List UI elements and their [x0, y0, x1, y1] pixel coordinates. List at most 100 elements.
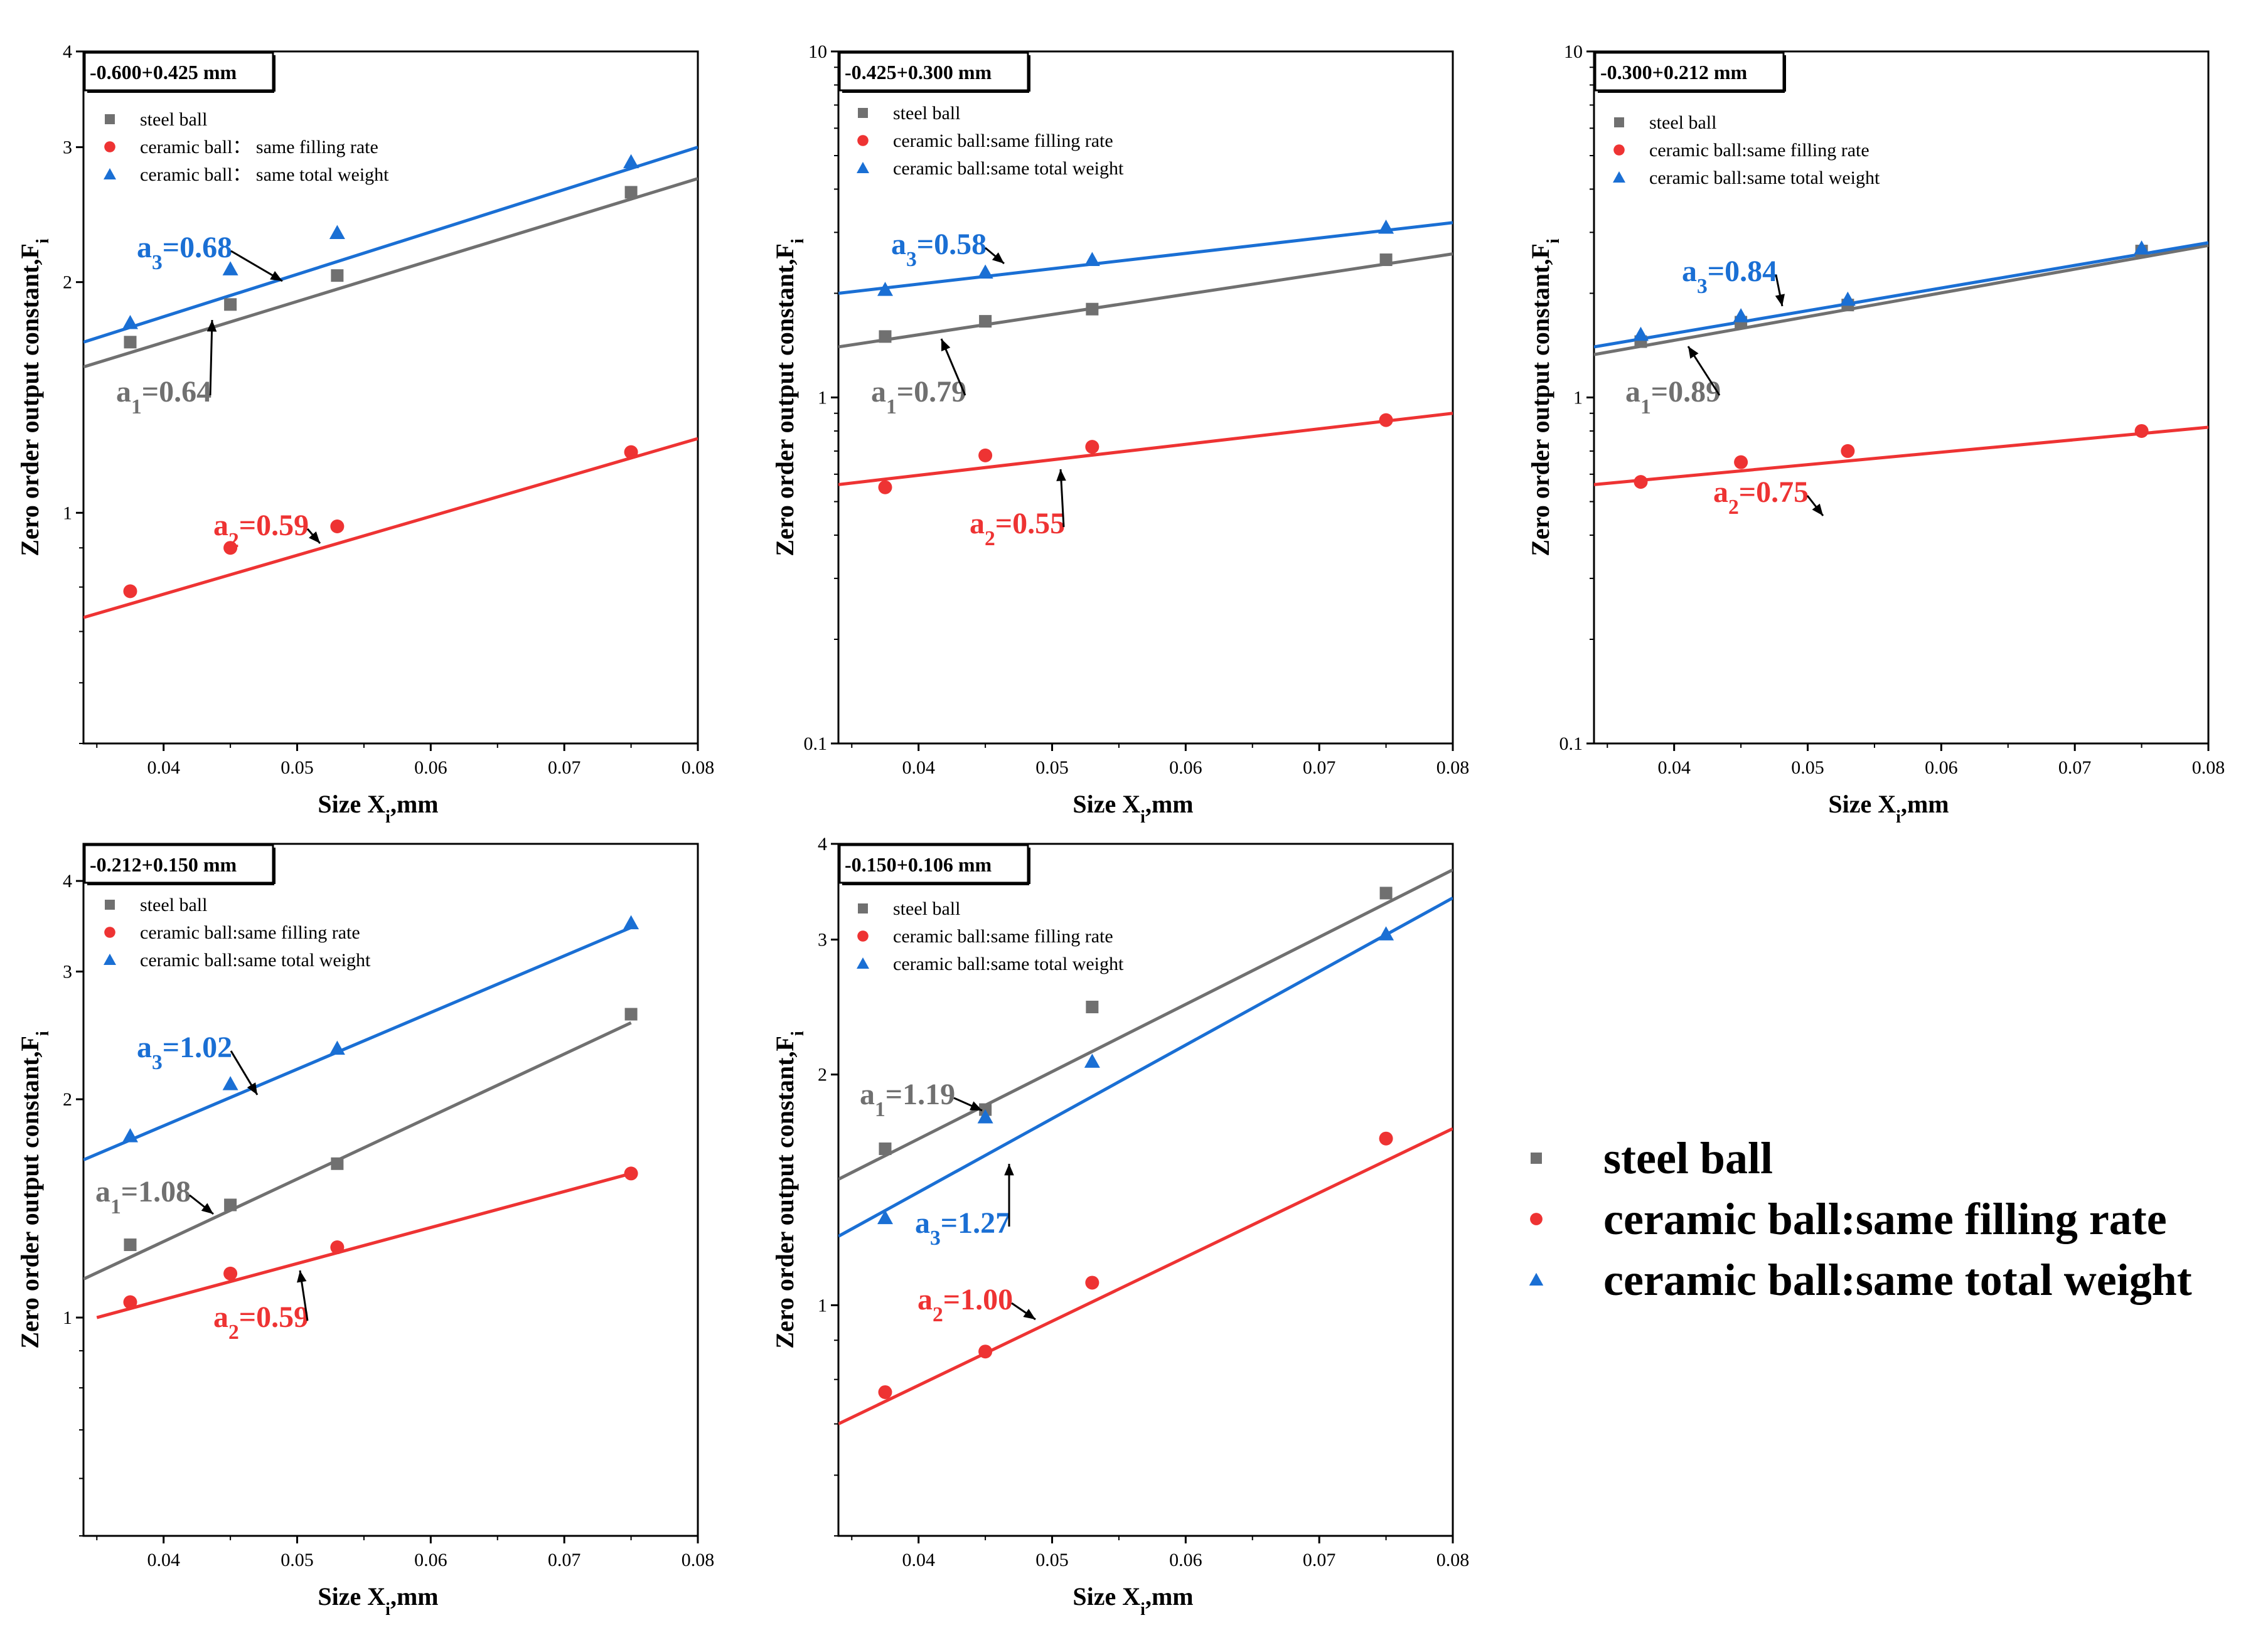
- data-point-weight: [977, 1109, 993, 1124]
- x-axis-label-main: Size X: [1072, 790, 1140, 818]
- data-point-steel: [1086, 1001, 1099, 1014]
- data-point-steel: [624, 186, 638, 199]
- annotation-text-weight: a3=0.58: [891, 228, 987, 271]
- x-tick-label: 0.07: [2058, 757, 2092, 778]
- annotation-text-weight-sub: 3: [906, 248, 917, 271]
- annotation-arrow-head: [1775, 294, 1785, 306]
- x-axis-label-main: Size X: [318, 1582, 385, 1611]
- annotation-text-weight-main: a: [137, 1031, 152, 1064]
- y-tick-label: 1: [1573, 388, 1583, 408]
- data-point-filling: [1841, 444, 1855, 458]
- annotation-steel: a1=0.79: [871, 338, 966, 418]
- data-point-filling: [2134, 423, 2149, 438]
- y-axis-label-main: Zero order output constant,F: [771, 1036, 799, 1349]
- fit-line-steel: [83, 177, 698, 369]
- annotation-arrow-head: [1688, 346, 1699, 359]
- chart-legend: steel ball ceramic ball:same filling rate…: [1613, 112, 1880, 188]
- panel-title: -0.150+0.106 mm: [845, 853, 992, 876]
- figure-legend-marker-filling: [1530, 1213, 1543, 1225]
- x-axis-label: Size Xi,mm: [318, 790, 438, 827]
- annotation-steel: a1=0.89: [1625, 346, 1721, 418]
- legend-marker-steel: [105, 114, 115, 124]
- data-point-filling: [1734, 455, 1748, 469]
- annotation-arrow-head: [1812, 503, 1823, 516]
- legend-marker-weight: [1613, 171, 1625, 183]
- annotation-weight: a3=1.02: [137, 1031, 259, 1095]
- data-point-steel: [224, 298, 237, 311]
- fit-line-weight: [1594, 241, 2208, 349]
- annotation-text-filling-tail: =0.55: [995, 507, 1065, 540]
- fit-line-filling: [96, 1172, 632, 1319]
- legend-label-filling: ceramic ball： same filling rate: [140, 137, 378, 157]
- x-tick-label: 0.04: [902, 757, 935, 778]
- annotation-text-weight: a3=0.84: [1682, 255, 1777, 298]
- x-tick-label: 0.05: [281, 1550, 314, 1570]
- annotation-text-steel-main: a: [95, 1175, 110, 1208]
- data-point-weight: [877, 1210, 893, 1225]
- data-point-weight: [222, 261, 238, 275]
- y-tick-label: 10: [808, 41, 827, 62]
- fit-line-weight: [83, 926, 632, 1161]
- panel-title: -0.600+0.425 mm: [90, 61, 237, 83]
- x-axis-label: Size Xi,mm: [318, 1582, 438, 1619]
- x-axis-label-tail: ,mm: [1145, 790, 1194, 818]
- data-point-weight: [977, 264, 993, 279]
- figure-legend-label-weight: ceramic ball:same total weight: [1603, 1255, 2192, 1305]
- x-axis-label-sub: i: [385, 1600, 390, 1619]
- legend-marker-steel: [1614, 117, 1624, 127]
- fit-line-filling: [838, 412, 1453, 486]
- annotation-text-filling-main: a: [213, 1301, 228, 1334]
- legend-label-steel: steel ball: [1649, 112, 1716, 133]
- figure-legend-marker-steel: [1531, 1153, 1542, 1164]
- x-tick-label: 0.06: [1925, 757, 1958, 778]
- y-axis-label-sub: i: [788, 238, 808, 243]
- annotation-arrow-head: [1023, 1309, 1035, 1319]
- annotation-text-filling-sub: 2: [228, 1321, 239, 1344]
- y-tick-label: 1: [818, 1295, 827, 1316]
- x-axis-label-sub: i: [385, 807, 390, 827]
- legend-label-steel: steel ball: [893, 103, 960, 124]
- data-point-filling: [123, 584, 137, 599]
- y-axis-label-main: Zero order output constant,F: [16, 243, 44, 557]
- annotation-text-filling-tail: =0.59: [239, 1301, 309, 1334]
- annotation-filling: a2=0.75: [1713, 476, 1824, 519]
- x-axis-label-sub: i: [1140, 807, 1145, 827]
- data-point-filling: [978, 448, 993, 462]
- x-axis-label: Size Xi,mm: [1072, 790, 1193, 827]
- figure-legend: steel ball ceramic ball:same filling rate…: [1529, 1133, 2192, 1305]
- annotation-text-steel-tail: =1.08: [121, 1175, 191, 1208]
- annotation-text-weight-main: a: [137, 231, 152, 264]
- x-axis-label-tail: ,mm: [390, 790, 439, 818]
- legend-label-filling: ceramic ball:same filling rate: [1649, 140, 1869, 161]
- data-point-filling: [878, 1385, 892, 1399]
- x-axis-label: Size Xi,mm: [1828, 790, 1949, 827]
- x-axis-label-sub: i: [1140, 1600, 1145, 1619]
- legend-marker-filling: [1613, 144, 1625, 156]
- annotation-text-filling-sub: 2: [933, 1303, 943, 1326]
- x-tick-label: 0.05: [1035, 1550, 1069, 1570]
- legend-marker-steel: [858, 108, 868, 118]
- y-axis-label-sub: i: [788, 1031, 808, 1036]
- legend-marker-filling: [857, 930, 869, 942]
- data-point-filling: [624, 445, 638, 459]
- data-point-weight: [2134, 240, 2150, 255]
- y-tick-label: 3: [63, 962, 72, 983]
- chart-legend: steel ball ceramic ball： same filling rat…: [104, 109, 389, 185]
- y-axis-label-sub: i: [33, 238, 53, 243]
- annotation-text-filling-tail: =1.00: [943, 1283, 1013, 1316]
- x-tick-label: 0.07: [1303, 1550, 1336, 1570]
- annotation-text-steel: a1=1.08: [95, 1175, 191, 1218]
- panel-title-box: -0.212+0.150 mm: [83, 844, 275, 885]
- annotation-arrow-head: [270, 270, 282, 281]
- annotation-arrow-head: [297, 1270, 307, 1283]
- y-axis-label: Zero order output constant,Fi: [16, 238, 53, 557]
- plot-frame: [837, 843, 1454, 1537]
- annotation-text-weight-tail: =1.02: [163, 1031, 232, 1064]
- legend-marker-filling: [104, 927, 115, 938]
- data-point-weight: [1084, 252, 1100, 267]
- fit-lines: [1594, 241, 2208, 486]
- figure-legend-label-filling: ceramic ball:same filling rate: [1603, 1194, 2167, 1244]
- annotation-text-steel-tail: =1.19: [885, 1078, 955, 1111]
- y-axis-label-main: Zero order output constant,F: [1526, 243, 1554, 557]
